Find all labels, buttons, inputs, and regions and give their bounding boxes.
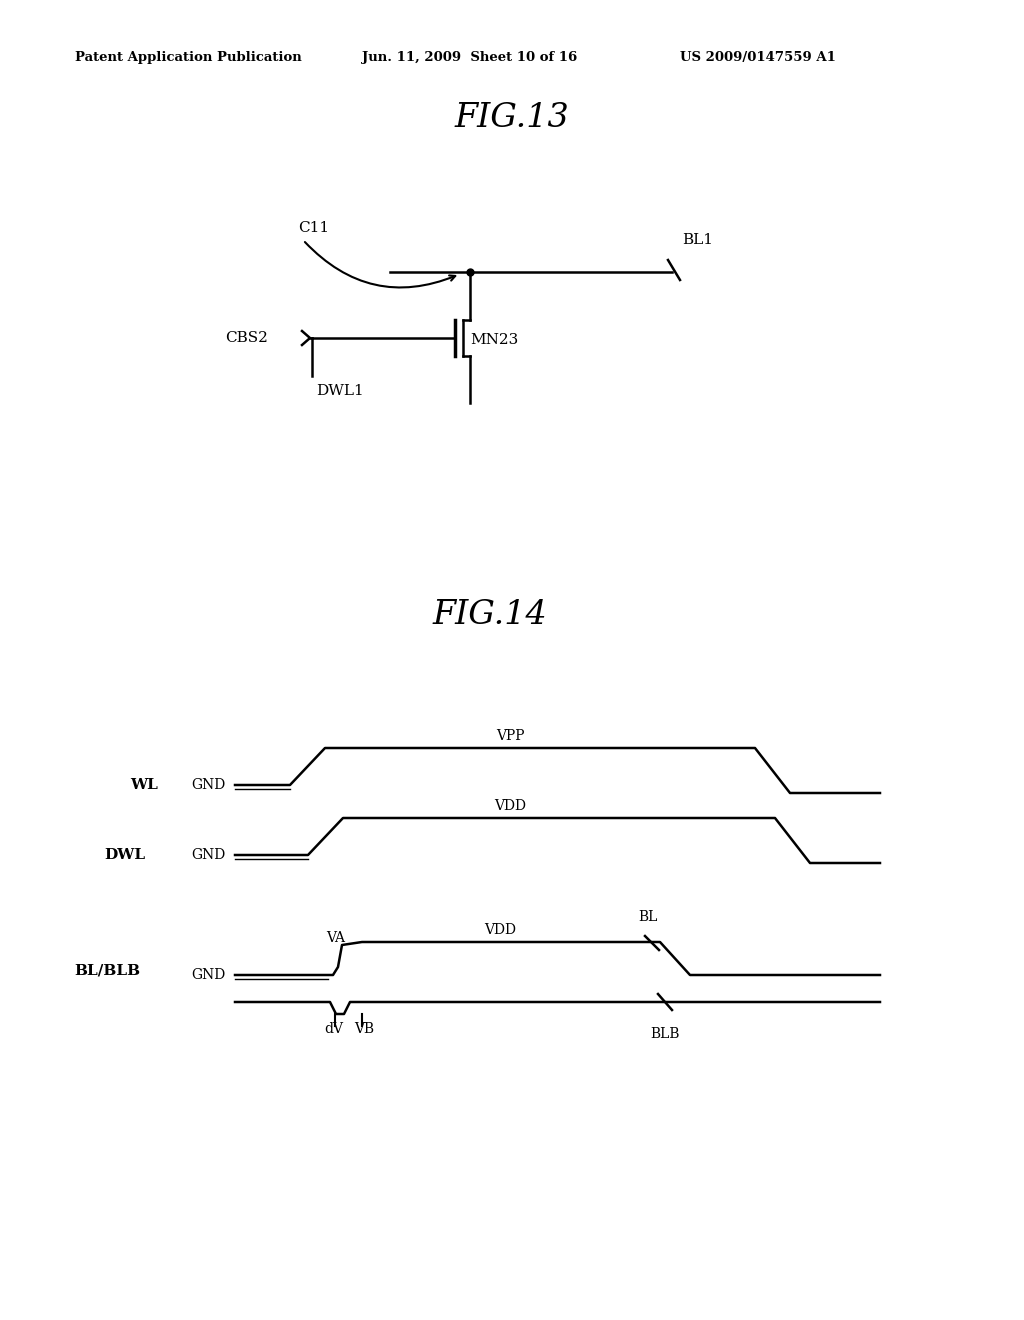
Text: GND: GND <box>190 847 225 862</box>
Text: VB: VB <box>354 1022 374 1036</box>
Text: VPP: VPP <box>496 729 524 743</box>
Text: BL/BLB: BL/BLB <box>74 964 140 977</box>
Text: Jun. 11, 2009  Sheet 10 of 16: Jun. 11, 2009 Sheet 10 of 16 <box>362 51 578 65</box>
Text: DWL: DWL <box>103 847 145 862</box>
Text: FIG.14: FIG.14 <box>432 599 548 631</box>
Text: DWL1: DWL1 <box>316 384 364 399</box>
Text: BL1: BL1 <box>682 234 713 247</box>
Text: GND: GND <box>190 777 225 792</box>
Text: BLB: BLB <box>650 1027 680 1041</box>
Text: BL: BL <box>638 909 657 924</box>
Text: CBS2: CBS2 <box>225 331 268 345</box>
Text: VDD: VDD <box>484 923 516 937</box>
Text: C11: C11 <box>298 220 329 235</box>
Text: MN23: MN23 <box>470 333 518 347</box>
Text: GND: GND <box>190 968 225 982</box>
Text: Patent Application Publication: Patent Application Publication <box>75 51 302 65</box>
Text: US 2009/0147559 A1: US 2009/0147559 A1 <box>680 51 836 65</box>
Text: VA: VA <box>327 931 345 945</box>
Text: VDD: VDD <box>494 799 526 813</box>
Text: FIG.13: FIG.13 <box>455 102 569 135</box>
Text: dV: dV <box>325 1022 343 1036</box>
Text: WL: WL <box>130 777 158 792</box>
